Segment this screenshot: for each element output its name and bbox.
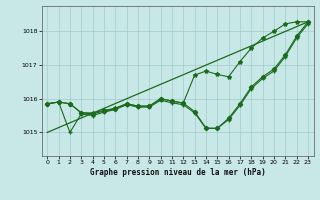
X-axis label: Graphe pression niveau de la mer (hPa): Graphe pression niveau de la mer (hPa)	[90, 168, 266, 177]
